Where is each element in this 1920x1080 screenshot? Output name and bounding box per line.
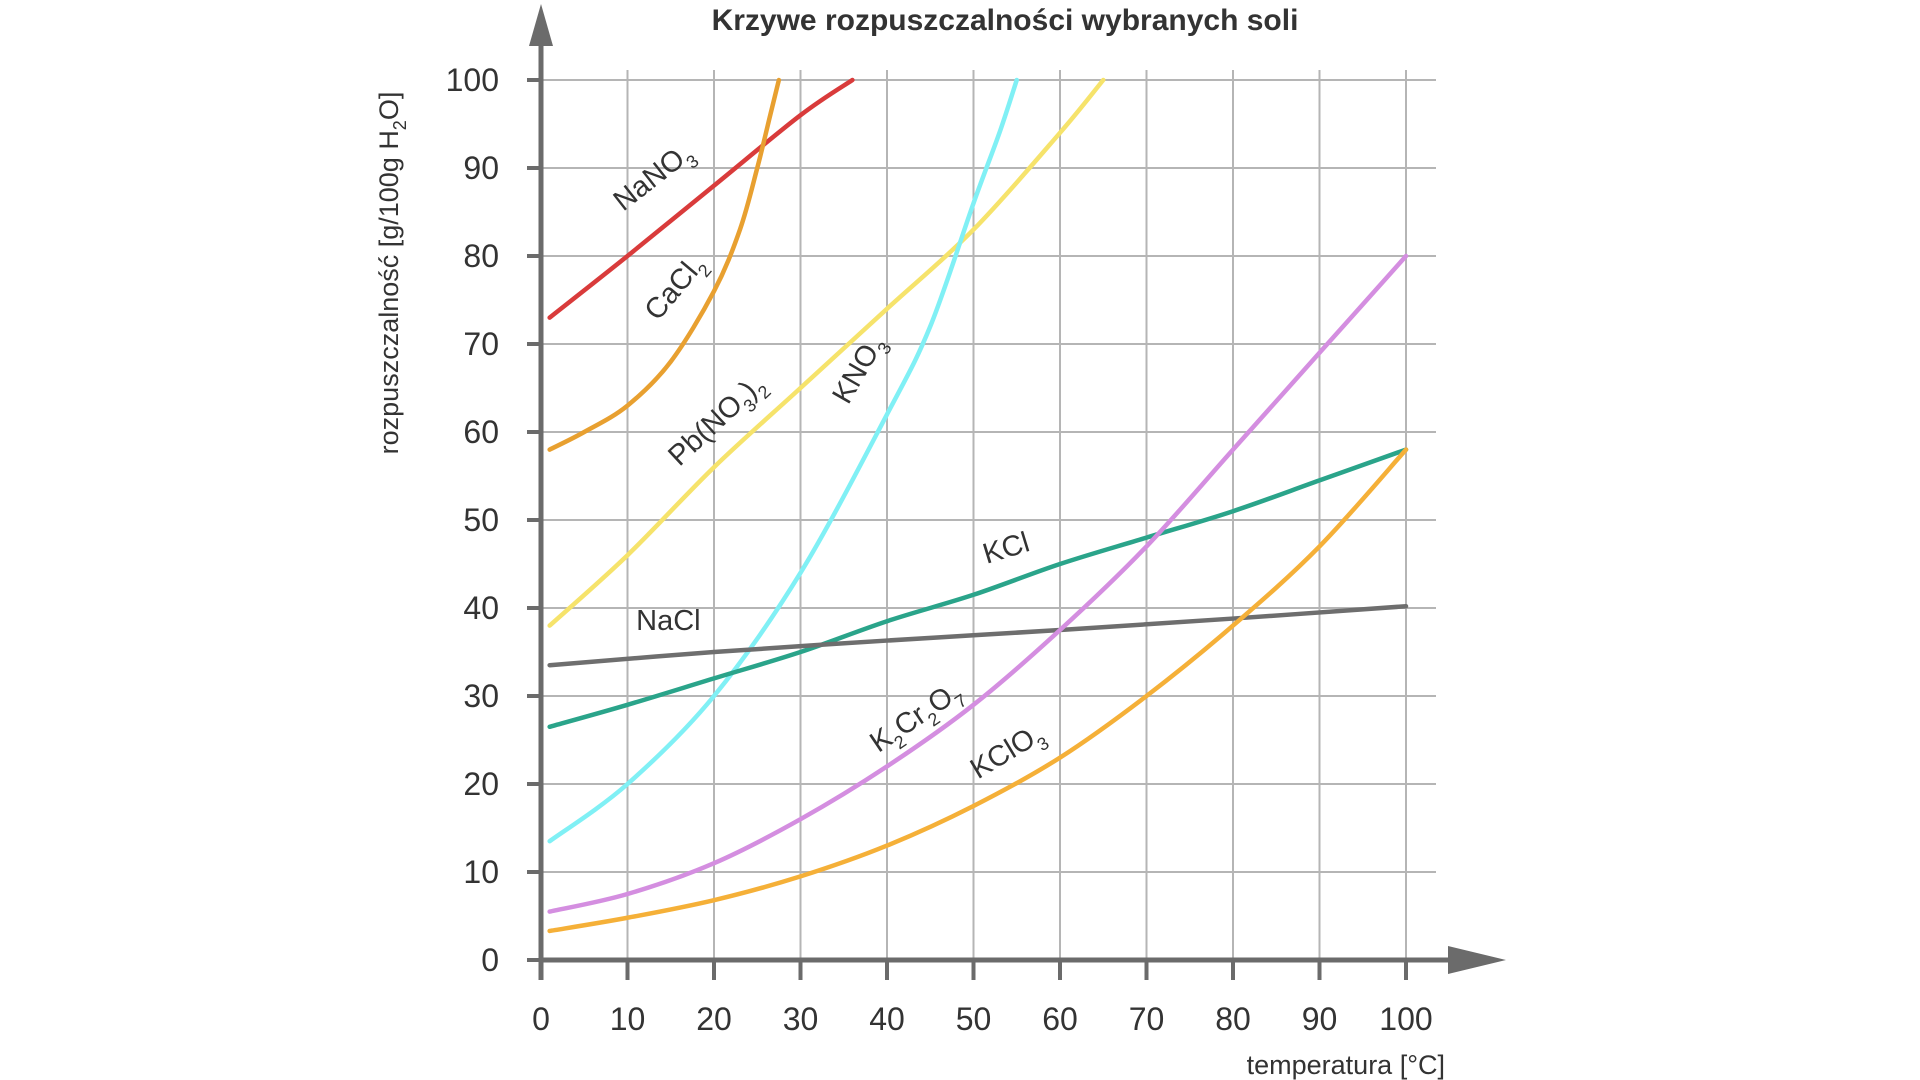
y-axis-label: rozpuszczalność [g/100g H2O]	[374, 92, 410, 455]
series-line-pbno32	[547, 77, 1106, 628]
y-tick-label-20: 20	[463, 766, 499, 802]
chart-title: Krzywe rozpuszczalności wybranych soli	[712, 4, 1299, 37]
series-line-k2cr2o7	[547, 253, 1409, 914]
series-label-kno3: KNO3	[826, 330, 895, 412]
x-tick-label-30: 30	[783, 1001, 819, 1037]
y-tick-label-100: 100	[446, 62, 499, 98]
series-label-kcl: KCl	[979, 526, 1033, 570]
y-axis-label-sub: 2	[390, 120, 410, 130]
series-line-cacl2	[547, 77, 782, 452]
y-axis-label-main: rozpuszczalność [g/100g H	[374, 130, 404, 454]
series-label-nacl: NaCl	[636, 605, 700, 637]
x-tick-label-100: 100	[1379, 1001, 1432, 1037]
x-axis-label: temperatura [°C]	[1247, 1050, 1445, 1080]
y-tick-label-90: 90	[463, 150, 499, 186]
series-line-nano3	[547, 77, 855, 320]
y-tick-label-0: 0	[481, 942, 499, 978]
series-label-kclo3: KClO3	[965, 717, 1053, 790]
x-tick-label-50: 50	[956, 1001, 992, 1037]
x-tick-label-10: 10	[610, 1001, 646, 1037]
y-tick-label-30: 30	[463, 678, 499, 714]
tick-labels: 0 10 20 30 40 50 60 70 80 90 100 0 10 20 30 40 50 60 70 80 9…	[446, 62, 1433, 1037]
x-tick-label-0: 0	[532, 1001, 550, 1037]
y-tick-label-10: 10	[463, 854, 499, 890]
series-line-kclo3	[547, 447, 1409, 934]
x-tick-label-90: 90	[1302, 1001, 1338, 1037]
y-tick-label-70: 70	[463, 326, 499, 362]
y-axis-label-tail: O]	[374, 92, 404, 121]
y-tick-label-80: 80	[463, 238, 499, 274]
y-tick-label-50: 50	[463, 502, 499, 538]
series-line-nacl	[547, 603, 1409, 668]
y-axis-arrow	[529, 4, 553, 46]
y-tick-label-60: 60	[463, 414, 499, 450]
x-tick-label-20: 20	[696, 1001, 732, 1037]
x-tick-label-70: 70	[1129, 1001, 1165, 1037]
x-tick-label-60: 60	[1042, 1001, 1078, 1037]
y-tick-label-40: 40	[463, 590, 499, 626]
axes	[527, 4, 1506, 980]
x-axis-arrow	[1448, 946, 1506, 974]
x-tick-label-80: 80	[1215, 1001, 1251, 1037]
series-line-kno3	[547, 77, 1019, 844]
series-lines	[547, 77, 1409, 934]
x-tick-label-40: 40	[869, 1001, 905, 1037]
series-line-kcl	[547, 447, 1409, 730]
series-label-cacl2: CaCl2	[639, 249, 716, 330]
grid	[541, 70, 1436, 960]
